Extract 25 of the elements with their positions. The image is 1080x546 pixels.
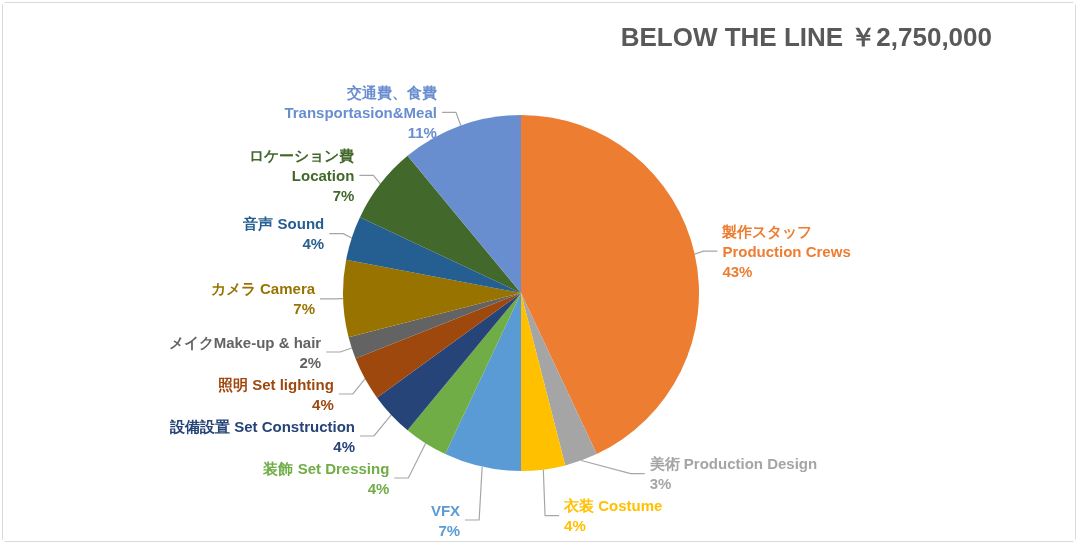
slice-label: 設備設置 Set Construction (168, 417, 355, 435)
slice-label: 製作スタッフ Production Crews (721, 222, 851, 260)
data-label: 43% (722, 262, 753, 280)
slice-label: カメラ Camera (210, 280, 316, 298)
slice-label: 照明 Set lighting (217, 375, 334, 393)
slice-label: 音声 Sound (242, 215, 325, 233)
slice-label: 交通費、食費 Transportasion&Meal (284, 83, 437, 121)
data-label: 2% (299, 353, 322, 371)
data-label: 4% (367, 479, 390, 497)
data-label: 11% (407, 123, 437, 141)
slice-label: 衣装 Costume (563, 497, 663, 515)
data-label: 4% (302, 235, 325, 253)
data-label: 3% (649, 475, 672, 493)
data-label: 7% (293, 300, 316, 318)
data-label: 7% (438, 521, 461, 539)
slice-label: 美術 Production Design (648, 455, 818, 473)
chart-title: BELOW THE LINE ￥2,750,000 (620, 22, 992, 52)
slice-label: ロケーション費 Location (249, 146, 355, 184)
data-label: 4% (312, 395, 334, 413)
data-label: 4% (564, 517, 586, 535)
slice-label: VFX (430, 501, 461, 519)
data-label: 4% (333, 437, 355, 455)
slice-label: メイクMake-up & hair (168, 333, 322, 351)
data-label: 7% (332, 186, 355, 204)
slice-label: 装飾 Set Dressing (262, 459, 390, 477)
